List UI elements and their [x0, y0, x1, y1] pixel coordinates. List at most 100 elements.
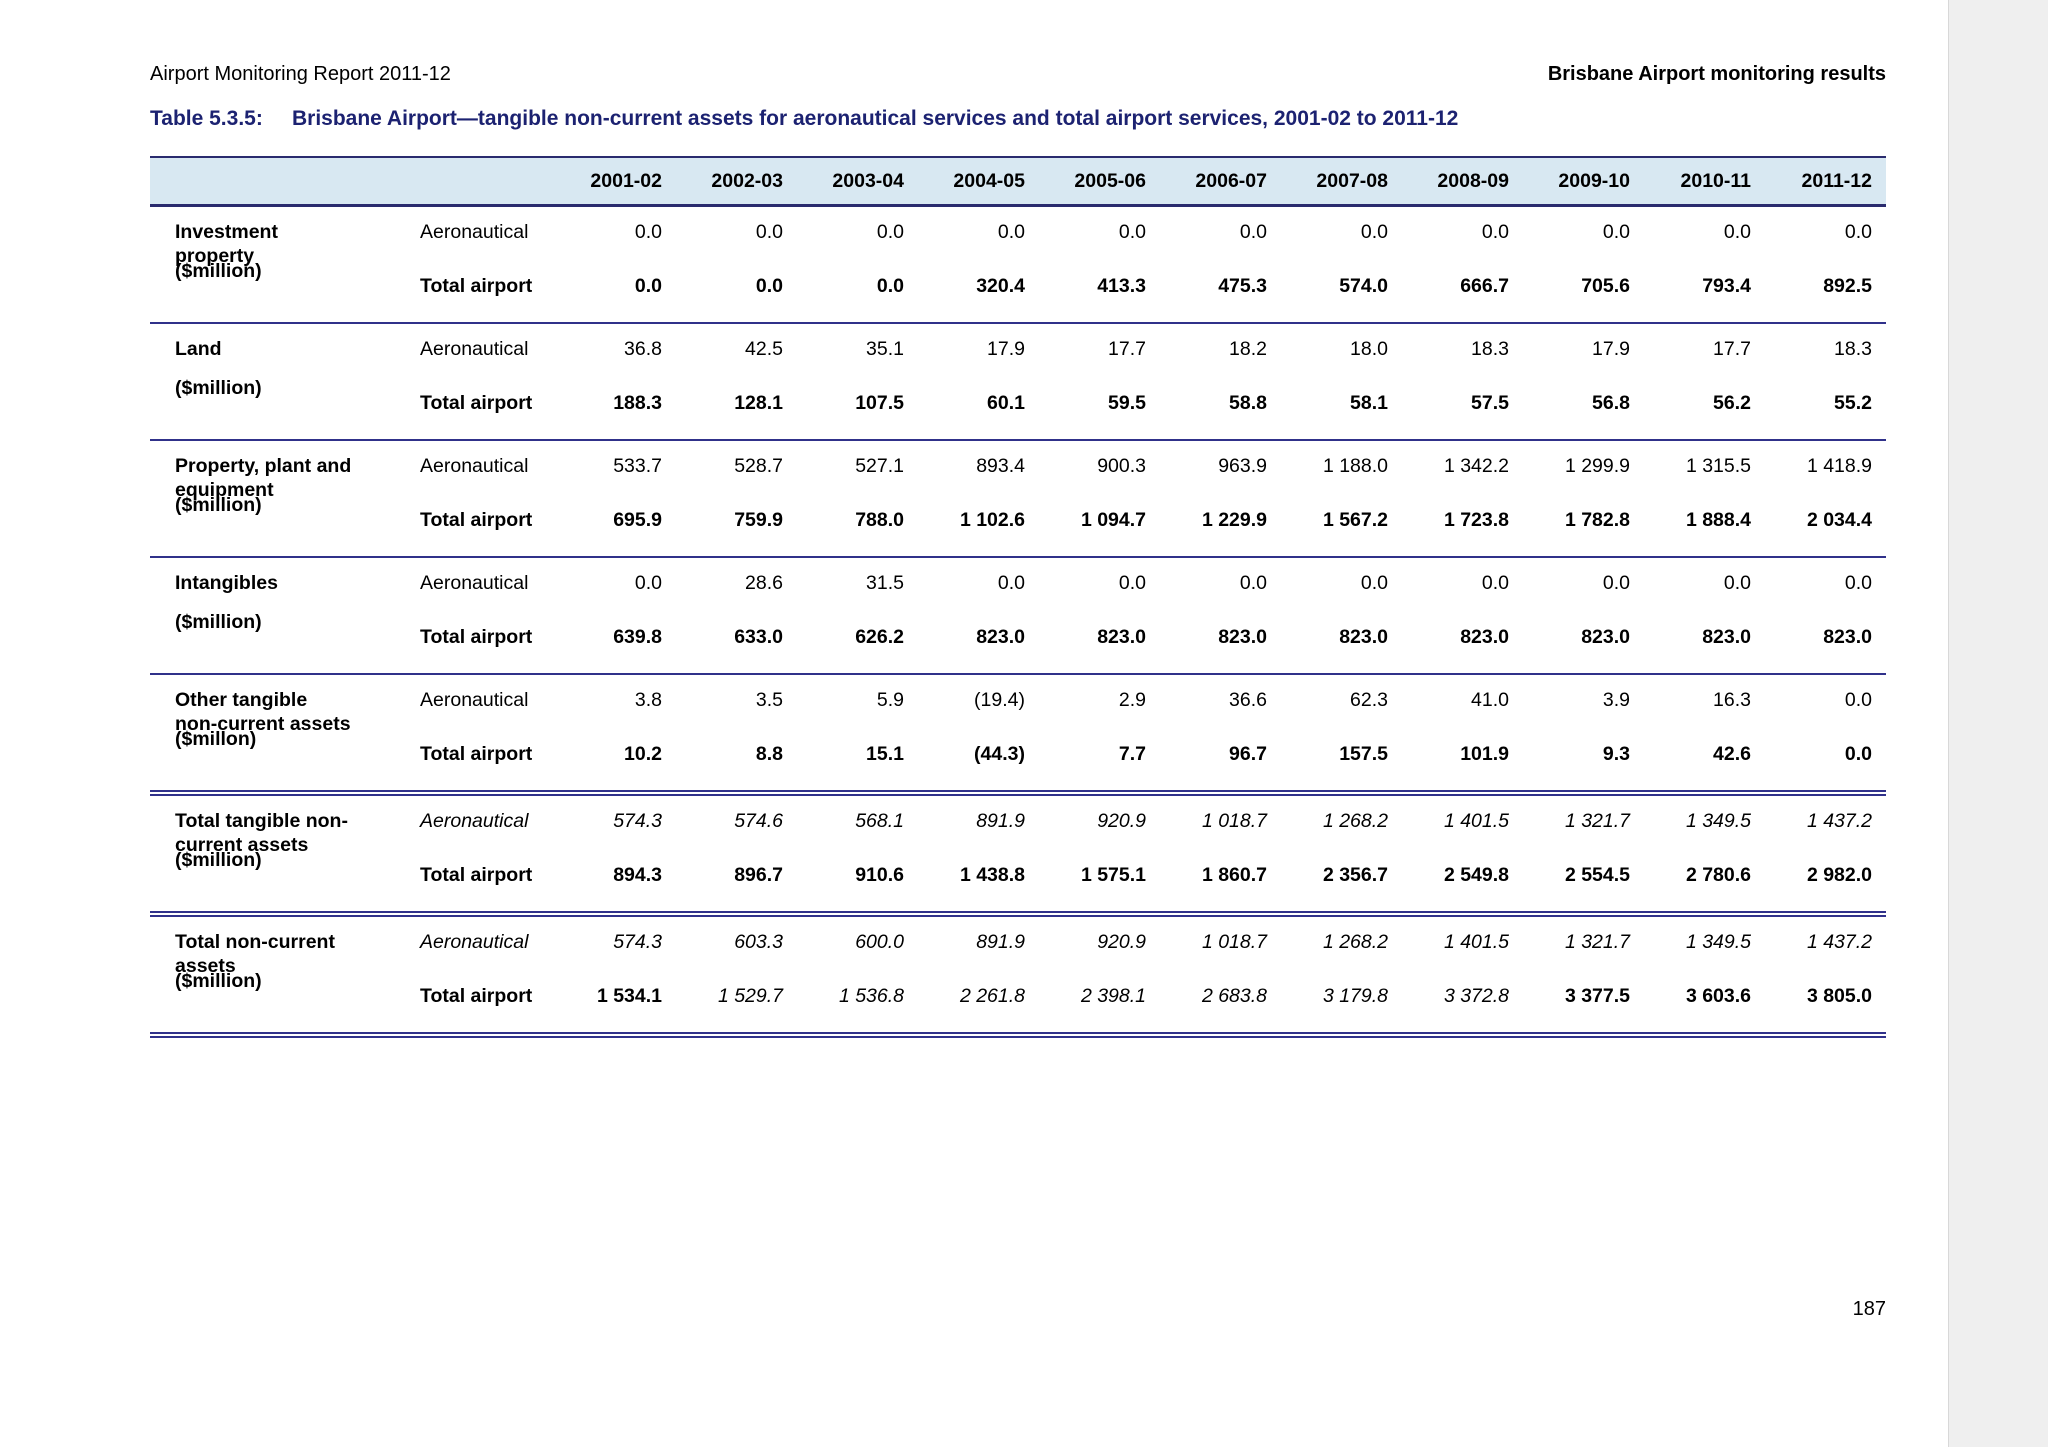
value-cell: 695.9 — [613, 509, 662, 531]
value-cell: 1 018.7 — [1201, 810, 1267, 832]
table-number: Table 5.3.5: — [150, 107, 263, 130]
value-cell: 920.9 — [1097, 810, 1146, 832]
category-unit: ($million) — [175, 260, 262, 282]
value-cell: 1 188.0 — [1322, 455, 1388, 477]
block-row-aeronautical: Total non-current assets ($million) Aerona… — [150, 914, 1886, 1038]
value-cell: 639.8 — [613, 626, 662, 648]
value-cell: 1 782.8 — [1564, 509, 1630, 531]
value-cell: 3 805.0 — [1806, 985, 1872, 1007]
value-cell: 10.2 — [624, 743, 662, 765]
block-row-total: Total airport 695.9 759.9 788.0 1 102.6 1 094… — [150, 499, 1886, 557]
value-cell: 0.0 — [1602, 572, 1630, 594]
value-cell: 1 536.8 — [838, 985, 904, 1007]
value-cell: 823.0 — [1460, 626, 1509, 648]
value-cell: 1 268.2 — [1322, 810, 1388, 832]
value-cell: 1 438.8 — [959, 864, 1025, 886]
value-cell: 0.0 — [1118, 221, 1146, 243]
value-cell: 1 102.6 — [959, 509, 1025, 531]
year-header: 2004-05 — [918, 156, 1039, 207]
value-cell: 891.9 — [976, 810, 1025, 832]
value-cell: 15.1 — [866, 743, 904, 765]
value-cell: 0.0 — [876, 221, 904, 243]
value-cell: 107.5 — [855, 392, 904, 414]
value-cell: 413.3 — [1097, 275, 1146, 297]
value-cell: 1 268.2 — [1322, 931, 1388, 953]
value-cell: 320.4 — [976, 275, 1025, 297]
value-cell: 3 179.8 — [1322, 985, 1388, 1007]
value-cell: 2 780.6 — [1685, 864, 1751, 886]
category-label: Intangibles — [175, 572, 278, 594]
row-label: Total airport — [420, 626, 533, 648]
value-cell: 0.0 — [1481, 221, 1509, 243]
value-cell: 1 437.2 — [1806, 810, 1872, 832]
value-cell: 9.3 — [1602, 743, 1630, 765]
category-unit: ($million) — [175, 494, 262, 516]
value-cell: 36.6 — [1229, 689, 1267, 711]
value-cell: 17.9 — [1592, 338, 1630, 360]
value-cell: 2 261.8 — [959, 985, 1025, 1007]
block-row-total: Total airport 894.3 896.7 910.6 1 438.8 1 575… — [150, 854, 1886, 914]
value-cell: 42.5 — [745, 338, 783, 360]
value-cell: 0.0 — [634, 221, 662, 243]
value-cell: 0.0 — [1602, 221, 1630, 243]
category-unit: ($millon) — [175, 728, 257, 750]
category-unit: ($million) — [175, 611, 262, 633]
value-cell: 41.0 — [1471, 689, 1509, 711]
value-cell: 568.1 — [855, 810, 904, 832]
value-cell: 1 018.7 — [1201, 931, 1267, 953]
value-cell: 528.7 — [734, 455, 783, 477]
value-cell: 0.0 — [1239, 572, 1267, 594]
block-row-total: Total airport 188.3 128.1 107.5 60.1 59.5 58.8… — [150, 382, 1886, 440]
category-label: Property, plant and equipment — [175, 455, 352, 501]
value-cell: 1 567.2 — [1322, 509, 1388, 531]
block-row-aeronautical: Property, plant and equipment ($million) A… — [150, 440, 1886, 558]
year-header: 2006-07 — [1160, 156, 1281, 207]
value-cell: 0.0 — [1360, 572, 1388, 594]
value-cell: 0.0 — [1844, 572, 1872, 594]
row-label: Total airport — [420, 985, 533, 1007]
value-cell: 0.0 — [1481, 572, 1509, 594]
value-cell: 0.0 — [997, 221, 1025, 243]
value-cell: 3 372.8 — [1443, 985, 1509, 1007]
value-cell: 533.7 — [613, 455, 662, 477]
value-cell: 58.8 — [1229, 392, 1267, 414]
value-cell: 157.5 — [1339, 743, 1388, 765]
category-label: Land — [175, 338, 222, 360]
value-cell: 1 094.7 — [1080, 509, 1146, 531]
value-cell: 666.7 — [1460, 275, 1509, 297]
value-cell: 2 554.5 — [1564, 864, 1630, 886]
value-cell: 188.3 — [613, 392, 662, 414]
category-unit: ($million) — [175, 377, 262, 399]
value-cell: 1 342.2 — [1443, 455, 1509, 477]
page-header: Airport Monitoring Report 2011-12 Brisba… — [150, 0, 1886, 86]
category-unit: ($million) — [175, 849, 262, 871]
year-header: 2008-09 — [1402, 156, 1523, 207]
row-label: Total airport — [420, 275, 533, 297]
value-cell: 0.0 — [634, 275, 662, 297]
value-cell: 823.0 — [1702, 626, 1751, 648]
value-cell: 1 437.2 — [1806, 931, 1872, 953]
value-cell: 603.3 — [734, 931, 783, 953]
value-cell: 3.9 — [1602, 689, 1630, 711]
value-cell: 823.0 — [1218, 626, 1267, 648]
value-cell: 527.1 — [855, 455, 904, 477]
value-cell: 17.7 — [1713, 338, 1751, 360]
block-row-aeronautical: Land ($million) Aeronautical 36.8 42.5 35.1 17… — [150, 323, 1886, 441]
page-number: 187 — [1852, 1298, 1886, 1320]
value-cell: 1 723.8 — [1443, 509, 1509, 531]
block-row-aeronautical: Intangibles ($million) Aeronautical 0.0 28.6… — [150, 557, 1886, 675]
value-cell: 574.6 — [734, 810, 783, 832]
table-body: Investment property ($million) Aeronautica… — [150, 205, 1886, 1038]
value-cell: 1 299.9 — [1564, 455, 1630, 477]
value-cell: 3.8 — [634, 689, 662, 711]
value-cell: 59.5 — [1108, 392, 1146, 414]
value-cell: 31.5 — [866, 572, 904, 594]
header-spacer — [150, 156, 555, 207]
value-cell: (19.4) — [974, 689, 1025, 711]
value-cell: 2 034.4 — [1806, 509, 1872, 531]
value-cell: 2 356.7 — [1322, 864, 1388, 886]
row-label: Total airport — [420, 392, 533, 414]
value-cell: 17.9 — [987, 338, 1025, 360]
value-cell: 96.7 — [1229, 743, 1267, 765]
row-label: Total airport — [420, 864, 533, 886]
